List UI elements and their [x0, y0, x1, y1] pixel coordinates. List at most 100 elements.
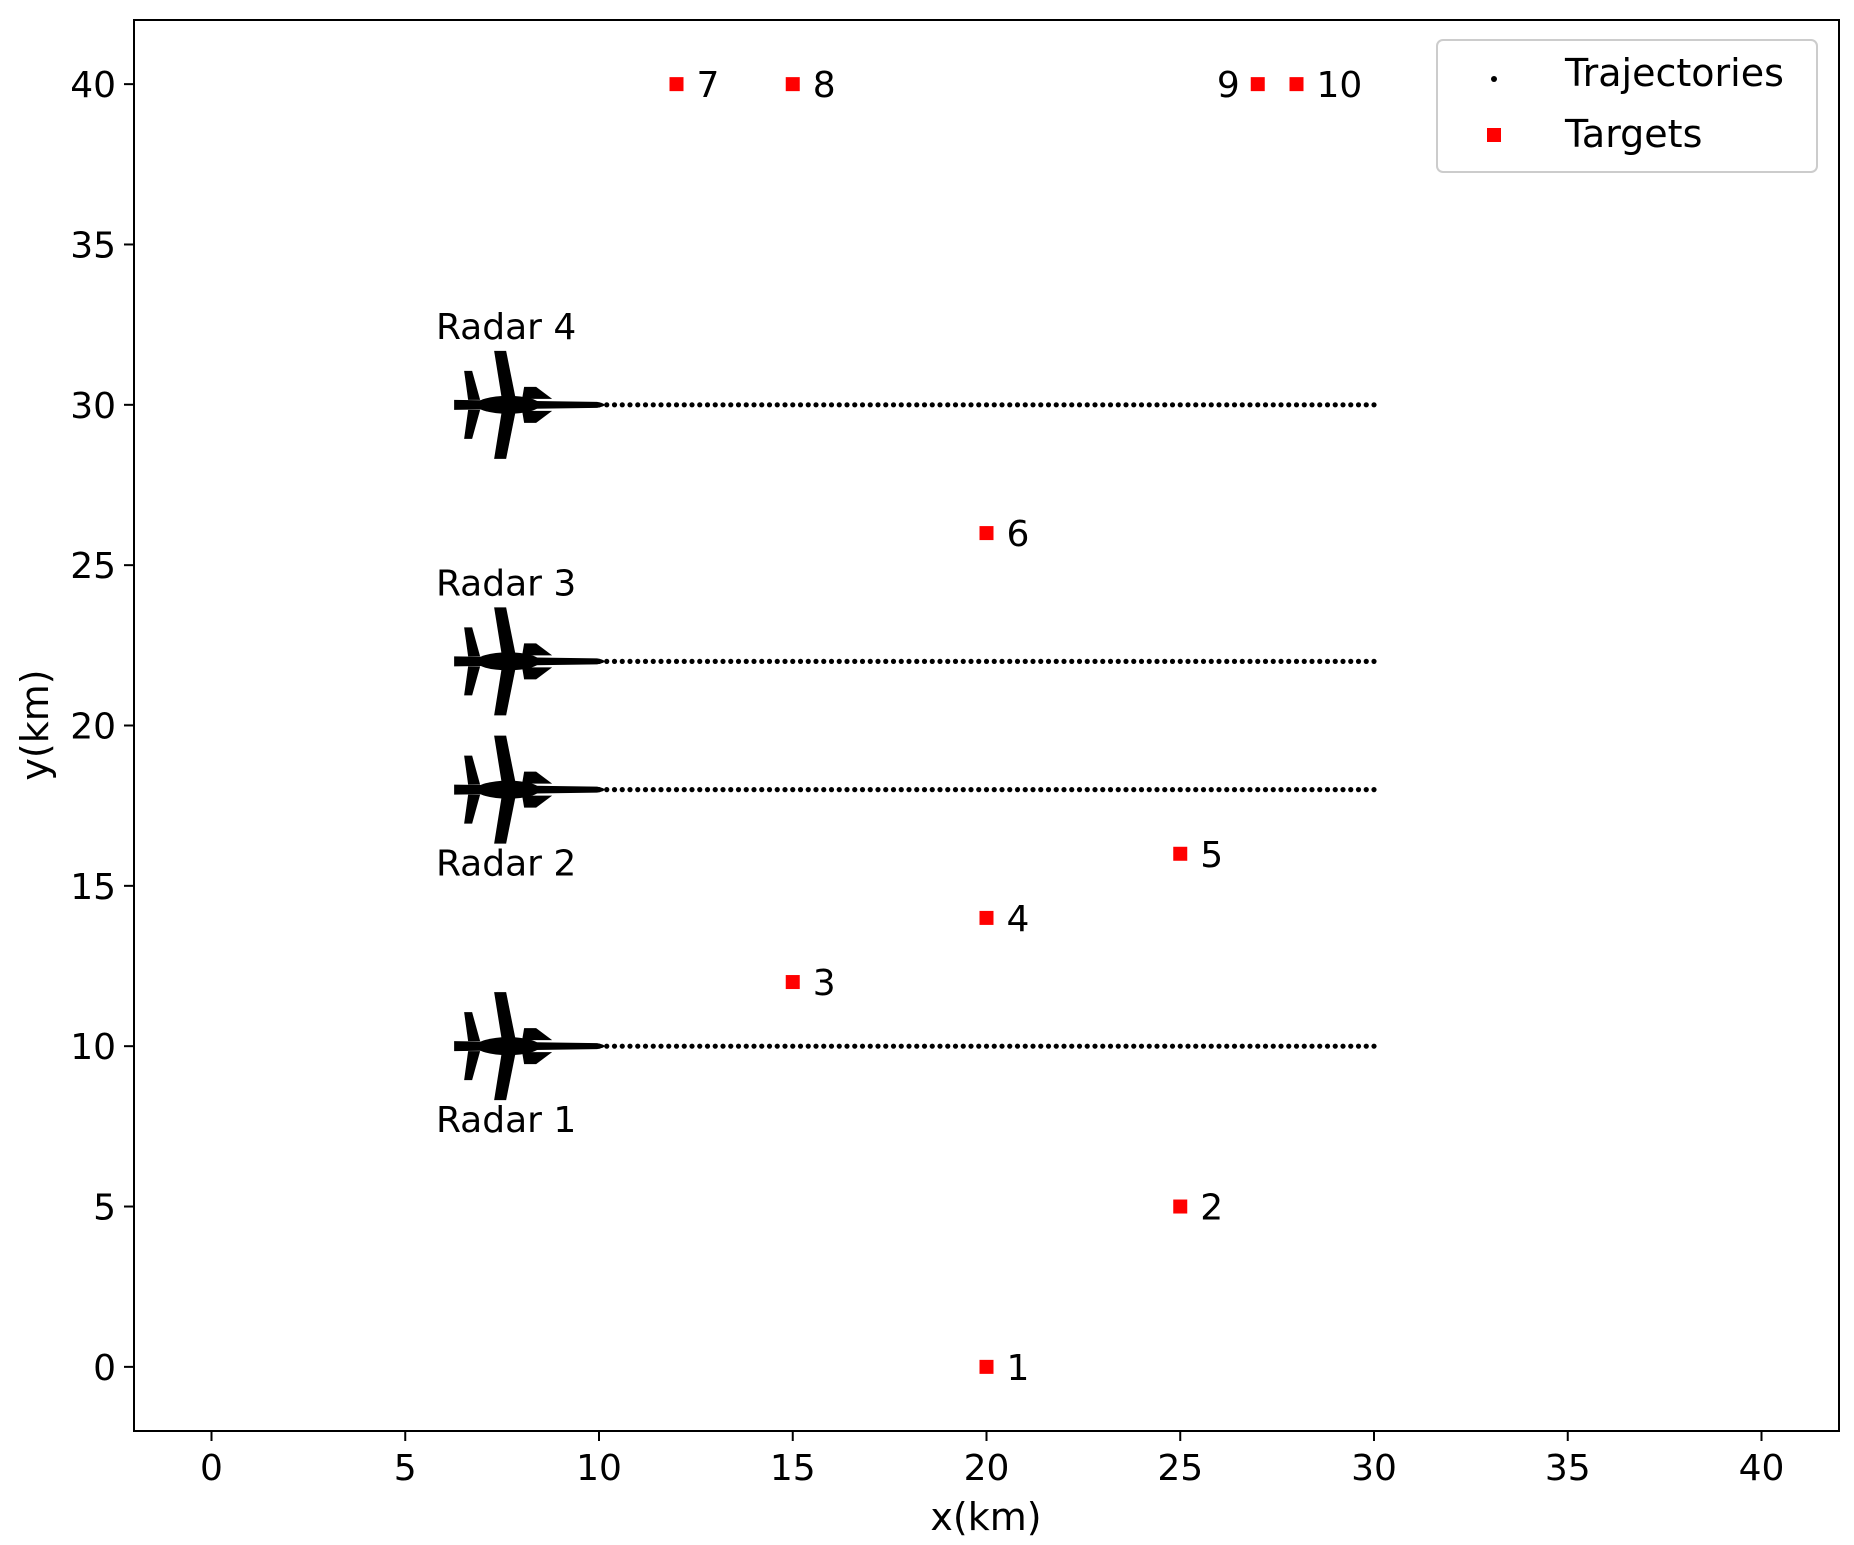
x-tick-label: 10 — [576, 1448, 622, 1489]
trajectory-point — [1309, 787, 1315, 793]
trajectory-point — [1293, 1043, 1300, 1049]
trajectory-point — [666, 787, 672, 793]
trajectory-point — [1286, 402, 1292, 408]
trajectory-point — [1030, 402, 1036, 408]
trajectory-point — [650, 1043, 656, 1049]
trajectory-point — [1069, 402, 1075, 408]
trajectory-point — [1154, 658, 1160, 664]
trajectory-point — [844, 1043, 850, 1049]
trajectory-point — [1301, 658, 1307, 664]
trajectory-point — [1162, 402, 1168, 408]
target-marker — [979, 910, 994, 925]
trajectory-point — [797, 787, 804, 793]
trajectory-point — [1247, 1043, 1253, 1049]
trajectory-point — [642, 658, 649, 664]
trajectory-point — [1200, 402, 1207, 408]
trajectory-point — [1045, 787, 1052, 793]
trajectory-point — [1076, 787, 1083, 793]
trajectory-point — [782, 402, 788, 408]
trajectory-point — [821, 658, 827, 664]
trajectory-point — [844, 402, 850, 408]
trajectory-point — [1053, 402, 1059, 408]
trajectory-point — [914, 402, 920, 408]
y-axis-ticks: 0 5 10 15 20 25 30 35 40 — [70, 65, 134, 1389]
target-10: 10 — [1289, 65, 1362, 106]
target-5: 5 — [1173, 835, 1223, 876]
legend: Trajectories Targets — [1436, 39, 1818, 173]
trajectory-point — [658, 402, 664, 408]
target-label: 1 — [1007, 1348, 1030, 1389]
trajectory-point — [611, 658, 618, 664]
plot-area — [133, 19, 1840, 1432]
trajectory-point — [1038, 787, 1044, 793]
trajectory-point — [759, 402, 765, 408]
trajectory-point — [1154, 402, 1160, 408]
trajectory-point — [1038, 402, 1044, 408]
x-tick-label: 30 — [1351, 1448, 1397, 1489]
target-marker — [1289, 77, 1304, 92]
x-axis-label: x(km) — [930, 1495, 1041, 1539]
trajectory-point — [697, 658, 703, 664]
trajectory-point — [704, 658, 711, 664]
trajectory-point — [1208, 787, 1214, 793]
trajectory-point — [1100, 1043, 1106, 1049]
y-tick-label: 40 — [70, 65, 116, 106]
target-3: 3 — [785, 963, 836, 1004]
trajectory-point — [890, 787, 897, 793]
trajectory-point — [681, 1043, 687, 1049]
trajectory-point — [1162, 787, 1168, 793]
trajectory-point — [1169, 787, 1176, 793]
trajectory-track — [596, 1043, 1377, 1049]
trajectory-point — [1231, 1043, 1238, 1049]
trajectory-point — [1355, 402, 1362, 408]
trajectory-point — [952, 402, 959, 408]
trajectory-point — [1014, 1043, 1021, 1049]
trajectory-point — [1193, 1043, 1199, 1049]
trajectory-point — [712, 658, 718, 664]
trajectory-point — [1255, 402, 1261, 408]
trajectory-point — [906, 1043, 912, 1049]
x-tick-label: 5 — [394, 1448, 417, 1489]
trajectory-point — [945, 787, 951, 793]
trajectory-point — [883, 402, 889, 408]
target-8: 8 — [785, 65, 836, 106]
trajectory-point — [759, 658, 765, 664]
trajectory-point — [1309, 402, 1315, 408]
trajectory-point — [976, 658, 982, 664]
trajectory-point — [852, 402, 858, 408]
trajectory-point — [1177, 402, 1183, 408]
trajectory-point — [1169, 1043, 1176, 1049]
trajectory-point — [883, 1043, 889, 1049]
trajectory-point — [1185, 402, 1191, 408]
trajectory-point — [1022, 1043, 1028, 1049]
trajectory-point — [859, 658, 866, 664]
target-label: 2 — [1200, 1188, 1223, 1229]
trajectory-point — [1348, 1043, 1354, 1049]
trajectory-point — [774, 402, 780, 408]
trajectory-point — [867, 402, 873, 408]
trajectory-point — [999, 658, 1005, 664]
trajectory-point — [1324, 402, 1331, 408]
target-marker — [1250, 77, 1265, 92]
trajectory-point — [914, 787, 920, 793]
trajectory-point — [1007, 658, 1013, 664]
trajectory-point — [627, 787, 633, 793]
trajectory-point — [1100, 658, 1106, 664]
trajectory-point — [929, 658, 935, 664]
trajectory-point — [681, 402, 687, 408]
trajectory-point — [813, 402, 819, 408]
trajectory-point — [728, 1043, 734, 1049]
trajectory-point — [689, 402, 695, 408]
trajectory-point — [890, 658, 897, 664]
trajectory-point — [1061, 402, 1067, 408]
trajectory-point — [1146, 787, 1152, 793]
trajectory-point — [898, 402, 904, 408]
trajectory-point — [1208, 658, 1214, 664]
trajectory-point — [1061, 1043, 1067, 1049]
trajectory-point — [929, 1043, 935, 1049]
trajectory-point — [976, 787, 982, 793]
trajectory-point — [1107, 787, 1114, 793]
trajectory-point — [1146, 658, 1152, 664]
trajectory-track — [596, 658, 1377, 664]
trajectory-point — [937, 658, 943, 664]
